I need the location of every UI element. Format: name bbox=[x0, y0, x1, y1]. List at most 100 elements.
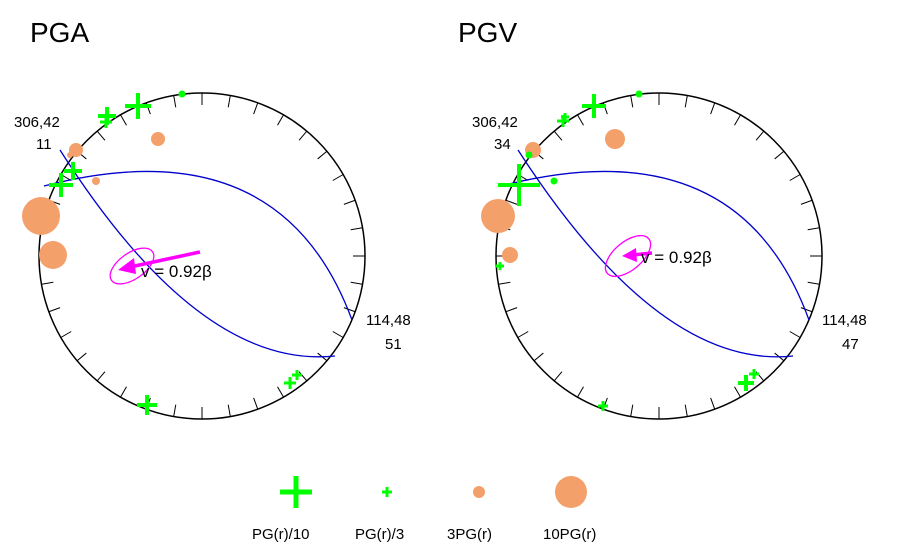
tick-mark bbox=[173, 404, 177, 417]
small-circle-icon bbox=[473, 486, 485, 498]
plane-value-right: 47 bbox=[842, 336, 859, 353]
tick-mark bbox=[277, 114, 284, 126]
uncertainty-ellipse bbox=[109, 247, 155, 285]
uncertainty-ellipse bbox=[604, 234, 652, 278]
tick-mark bbox=[789, 174, 801, 181]
panel-pga: PGA v = 0.92β 306,42 11 114,48 51 bbox=[14, 17, 411, 420]
amplified-marker bbox=[738, 375, 754, 391]
small-cross-icon bbox=[382, 487, 392, 497]
tick-mark bbox=[96, 371, 106, 382]
tick-mark bbox=[76, 352, 87, 362]
velocity-label: v = 0.92β bbox=[641, 248, 712, 267]
tick-mark bbox=[173, 95, 177, 108]
amplified-marker-dot bbox=[550, 177, 558, 185]
tick-mark bbox=[800, 199, 813, 205]
plane-label-top: 306,42 bbox=[14, 114, 60, 131]
deamplified-marker-small bbox=[92, 177, 100, 185]
amplified-marker bbox=[498, 164, 540, 206]
stereonet-outline bbox=[38, 92, 366, 420]
stereonet bbox=[38, 92, 366, 420]
amplified-marker-dot bbox=[178, 90, 186, 98]
amplified-marker-dot bbox=[525, 151, 533, 159]
tick-marks bbox=[496, 93, 822, 419]
tick-mark bbox=[630, 95, 634, 108]
tick-mark bbox=[630, 404, 634, 417]
tick-mark bbox=[710, 397, 716, 410]
tick-mark bbox=[517, 331, 529, 338]
tick-mark bbox=[48, 307, 61, 313]
tick-mark bbox=[298, 130, 308, 141]
plane-label-top: 306,42 bbox=[472, 114, 518, 131]
legend-label: PG(r)/10 bbox=[252, 526, 310, 543]
tick-mark bbox=[350, 281, 363, 285]
amplified-marker bbox=[49, 173, 73, 197]
plane-label-right: 114,48 bbox=[822, 312, 867, 329]
nodal-plane-2 bbox=[500, 170, 810, 321]
tick-mark bbox=[298, 371, 308, 382]
tick-mark bbox=[734, 386, 741, 398]
tick-mark bbox=[227, 95, 231, 108]
tick-mark bbox=[96, 130, 106, 141]
plane-value-top: 34 bbox=[494, 136, 511, 153]
deamplified-marker bbox=[39, 241, 67, 269]
stereonet bbox=[495, 92, 823, 420]
tick-mark bbox=[41, 281, 54, 285]
deamplified-marker bbox=[605, 129, 625, 149]
amplified-marker bbox=[582, 94, 606, 118]
large-circle-icon bbox=[555, 476, 587, 508]
legend-label: PG(r)/3 bbox=[355, 526, 404, 543]
tick-mark bbox=[505, 307, 518, 313]
deamplified-marker bbox=[502, 247, 518, 263]
tick-mark bbox=[505, 199, 518, 205]
plane-value-right: 51 bbox=[385, 336, 402, 353]
legend-label: 3PG(r) bbox=[447, 526, 492, 543]
tick-mark bbox=[553, 130, 563, 141]
amplified-marker bbox=[64, 162, 82, 180]
deamplified-marker bbox=[151, 132, 165, 146]
tick-mark bbox=[577, 386, 584, 398]
tick-mark bbox=[277, 386, 284, 398]
tick-mark bbox=[807, 227, 820, 231]
amplified-marker bbox=[292, 370, 302, 380]
amplified-marker bbox=[561, 113, 569, 121]
amplified-marker bbox=[284, 377, 296, 389]
tick-mark bbox=[755, 130, 765, 141]
velocity-label: v = 0.92β bbox=[141, 262, 212, 281]
amplified-marker bbox=[598, 401, 608, 411]
tick-mark bbox=[807, 281, 820, 285]
tick-mark bbox=[533, 352, 544, 362]
velocity-arrow-head bbox=[118, 258, 136, 274]
tick-mark bbox=[317, 150, 328, 160]
tick-mark bbox=[684, 95, 688, 108]
nodal-plane-2 bbox=[43, 170, 353, 321]
large-cross-icon bbox=[280, 476, 312, 508]
panel-title: PGA bbox=[30, 17, 89, 48]
tick-mark bbox=[253, 102, 259, 115]
nodal-plane-1 bbox=[517, 149, 794, 358]
tick-mark bbox=[227, 404, 231, 417]
amplified-marker bbox=[749, 369, 759, 379]
tick-mark bbox=[553, 371, 563, 382]
tick-mark bbox=[789, 331, 801, 338]
tick-mark bbox=[710, 102, 716, 115]
amplified-markers bbox=[496, 94, 759, 411]
amplified-marker bbox=[496, 262, 504, 270]
tick-mark bbox=[774, 150, 785, 160]
amplified-marker bbox=[125, 93, 151, 119]
velocity-arrow-head bbox=[622, 248, 637, 262]
deamplified-marker-large bbox=[22, 197, 60, 235]
amplified-marker-dot bbox=[635, 90, 643, 98]
deamplified-marker-large bbox=[481, 199, 515, 233]
velocity-arrow-shaft bbox=[129, 250, 201, 269]
tick-mark bbox=[332, 174, 344, 181]
tick-marks bbox=[39, 93, 365, 419]
tick-mark bbox=[120, 114, 127, 126]
plane-value-top: 11 bbox=[36, 136, 52, 153]
tick-mark bbox=[350, 227, 363, 231]
tick-mark bbox=[684, 404, 688, 417]
tick-mark bbox=[498, 281, 511, 285]
legend: PG(r)/10 PG(r)/3 3PG(r) 10PG(r) bbox=[252, 476, 596, 543]
tick-mark bbox=[332, 331, 344, 338]
panel-pgv: PGV v = 0.92β 306,42 34 114,48 47 bbox=[458, 17, 867, 420]
